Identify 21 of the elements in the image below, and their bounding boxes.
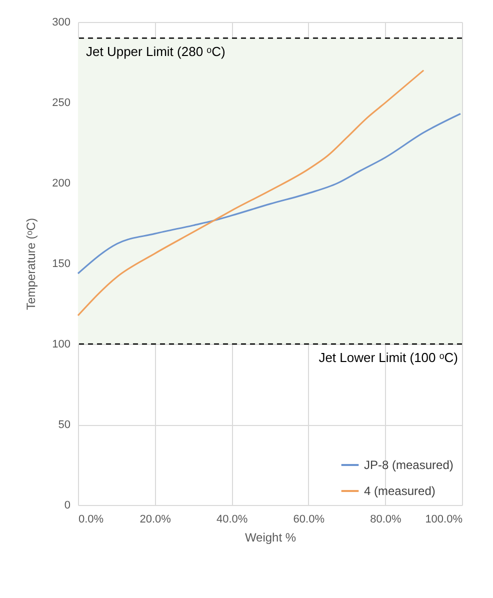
x-tick-label: 0.0% (78, 514, 104, 526)
y-tick-label: 250 (52, 97, 70, 109)
y-tick-label: 0 (64, 500, 70, 512)
y-tick-label: 300 (52, 16, 70, 28)
y-tick-label: 50 (58, 419, 70, 431)
line-series (77, 112, 462, 274)
legend-label: JP-8 (measured) (364, 458, 454, 472)
x-tick-label: 100.0% (425, 514, 463, 526)
legend-label: 4 (measured) (364, 484, 436, 498)
x-tick-label: 80.0% (370, 514, 402, 526)
x-axis-title: Weight % (244, 530, 296, 544)
x-tick-label: 20.0% (140, 514, 172, 526)
y-tick-label: 100 (52, 338, 70, 350)
y-tick-label: 200 (52, 178, 70, 190)
y-axis-title: Temperature (ᵒC) (24, 218, 38, 310)
ref-line-label: Jet Upper Limit (280 ᵒC) (86, 44, 226, 60)
line-series (77, 70, 424, 316)
x-tick-label: 40.0% (216, 514, 248, 526)
y-tick-label: 150 (52, 258, 70, 270)
ref-line-label: Jet Lower Limit (100 ᵒC) (318, 350, 458, 365)
x-tick-label: 60.0% (293, 514, 325, 526)
